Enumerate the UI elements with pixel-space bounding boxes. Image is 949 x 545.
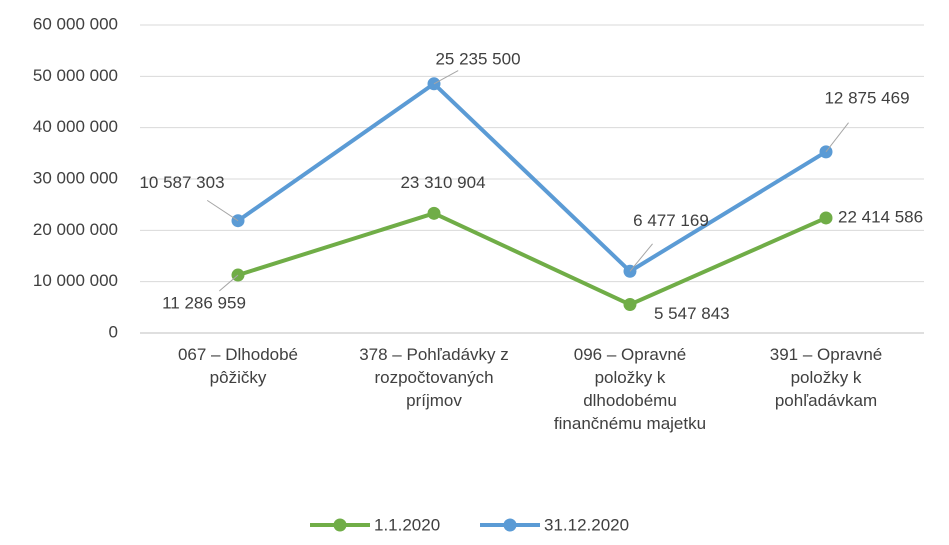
series-line [237, 211, 827, 307]
point [819, 211, 833, 225]
legend-marker [503, 518, 517, 532]
data-label: 25 235 500 [435, 49, 520, 68]
data-label: 23 310 904 [400, 173, 485, 192]
y-tick-label: 10 000 000 [33, 271, 118, 290]
leader-line [433, 70, 459, 85]
series-line [236, 81, 828, 274]
y-tick-label: 0 [109, 322, 118, 341]
y-tick-label: 50 000 000 [33, 66, 118, 85]
data-label: 5 547 843 [654, 304, 730, 323]
x-tick-label: 096 – Opravné položky k dlhodobému finan… [553, 345, 707, 433]
data-label: 10 587 303 [139, 173, 224, 192]
y-tick-label: 30 000 000 [33, 168, 118, 187]
x-tick-label: 378 – Pohľadávky z rozpočtovaných príjmo… [359, 345, 509, 410]
leader-line [629, 243, 653, 272]
y-tick-label: 40 000 000 [33, 117, 118, 136]
legend-marker [333, 518, 347, 532]
y-tick-label: 60 000 000 [33, 14, 118, 33]
data-label: 11 286 959 [162, 294, 246, 313]
data-label: 12 875 469 [824, 88, 909, 107]
leader-line [206, 199, 239, 222]
leader-line [825, 122, 849, 153]
data-label: 22 414 586 [838, 207, 923, 226]
x-tick-label: 391 – Opravné položky k pohľadávkam [769, 345, 883, 410]
legend-label: 1.1.2020 [374, 515, 440, 534]
leader-line [218, 274, 239, 292]
point [623, 298, 637, 312]
x-tick-label: 067 – Dlhodobé pôžičky [177, 345, 299, 387]
legend-label: 31.12.2020 [544, 515, 629, 534]
point [427, 206, 441, 220]
y-tick-label: 20 000 000 [33, 220, 118, 239]
data-label: 6 477 169 [633, 211, 709, 230]
